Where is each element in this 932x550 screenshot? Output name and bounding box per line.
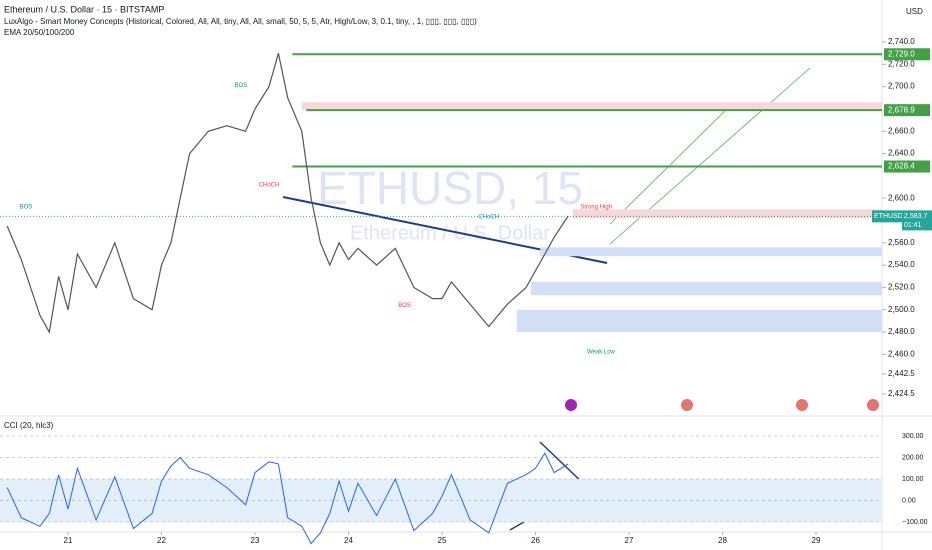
zone <box>540 247 882 257</box>
symbol-tag-label: ETHUSD <box>874 213 903 220</box>
countdown: 01:41 <box>904 222 922 229</box>
annotation: CHoCH <box>259 182 280 188</box>
annotation: BOS <box>20 205 33 211</box>
annotation: BOS <box>398 303 411 309</box>
cci-tick-label: 100.00 <box>902 476 924 483</box>
y-tick-label: 2,640.0 <box>888 149 915 158</box>
y-tick-label: 2,540.0 <box>888 260 915 269</box>
y-tick-label: 2,460.0 <box>888 350 915 359</box>
x-tick-label: 23 <box>251 536 260 545</box>
y-tick-label: 2,480.0 <box>888 327 915 336</box>
watermark-name: Ethereum / U.S. Dollar <box>350 222 550 244</box>
x-tick-label: 24 <box>344 536 353 545</box>
y-tick-label: 2,740.0 <box>888 37 915 46</box>
event-icon[interactable] <box>681 399 693 411</box>
zone <box>516 309 882 333</box>
event-icon[interactable] <box>867 399 879 411</box>
cci-tick-label: 0.00 <box>902 497 916 504</box>
cci-tick-label: 200.00 <box>902 454 924 461</box>
price-tag-label: 2,583.7 <box>904 213 927 220</box>
y-tick-label: 2,720.0 <box>888 59 915 68</box>
zone <box>530 281 882 296</box>
x-tick-label: 28 <box>718 536 727 545</box>
y-tick-label: 2,600.0 <box>888 193 915 202</box>
y-tick-label: 2,700.0 <box>888 82 915 91</box>
price-tag-label: 2,729.0 <box>888 49 915 58</box>
price-tag <box>884 104 930 117</box>
watermark-symbol: ETHUSD, 15 <box>317 162 583 214</box>
event-icon[interactable] <box>796 399 808 411</box>
x-tick-label: 21 <box>64 536 73 545</box>
price-tag <box>884 48 930 61</box>
zone <box>572 209 882 219</box>
y-tick-label: 2,442.5 <box>888 369 915 378</box>
x-tick-label: 25 <box>438 536 447 545</box>
y-tick-label: 2,500.0 <box>888 305 915 314</box>
annotation: Weak Low <box>587 350 616 356</box>
price-tag <box>902 210 932 231</box>
symbol-tag <box>872 210 902 223</box>
x-tick-label: 22 <box>157 536 166 545</box>
annotation: CHoCH <box>478 215 499 221</box>
cci-title: CCI (20, hlc3) <box>4 421 54 430</box>
y-tick-label: 2,660.0 <box>888 126 915 135</box>
cci-line <box>6 452 569 545</box>
currency: USD <box>906 7 923 16</box>
cci-trendline <box>539 441 587 487</box>
cci-tick-label: −100.00 <box>902 519 928 526</box>
indicator-title: LuxAlgo - Smart Money Concepts (Historic… <box>4 17 477 26</box>
x-tick-label: 29 <box>812 536 821 545</box>
y-tick-label: 2,424.5 <box>888 389 915 398</box>
zone <box>301 102 882 111</box>
ema-title: EMA 20/50/100/200 <box>4 28 75 37</box>
annotation: Strong High <box>580 205 612 211</box>
price-line <box>6 53 569 334</box>
symbol-title: Ethereum / U.S. Dollar · 15 · BITSTAMP <box>4 4 164 14</box>
price-tag <box>884 160 930 173</box>
annotation: BOS <box>235 83 248 89</box>
y-tick-label: 2,560.0 <box>888 238 915 247</box>
x-tick-label: 27 <box>625 536 634 545</box>
price-tag-label: 2,628.4 <box>888 162 915 171</box>
y-tick-label: 2,520.0 <box>888 283 915 292</box>
cci-tick-label: 300.00 <box>902 433 924 440</box>
projection-arrow <box>609 103 733 225</box>
x-tick-label: 26 <box>531 536 540 545</box>
event-icon[interactable] <box>565 399 577 411</box>
price-tag-label: 2,678.9 <box>888 105 915 114</box>
